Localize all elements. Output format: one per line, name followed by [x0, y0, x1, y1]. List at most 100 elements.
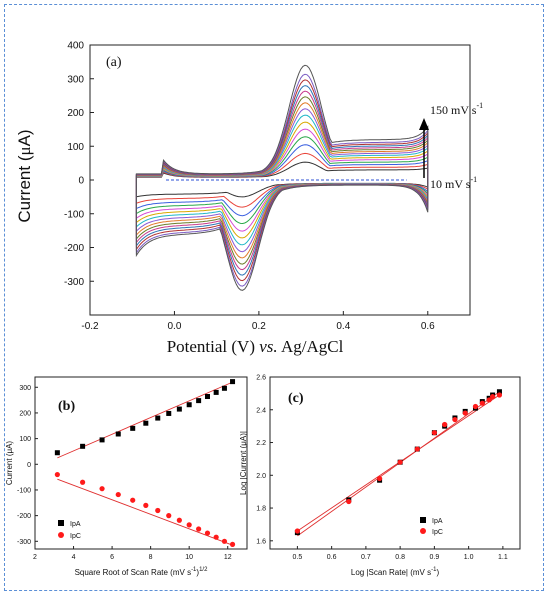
panel-c-xtick-label: 0.5 [293, 554, 303, 561]
panel-b-point-ipc [130, 497, 136, 503]
panel-a-ytick-label: 400 [67, 41, 84, 52]
panel-b-ytick-label: -100 [17, 487, 31, 494]
panel-a: (a) -0.2 0.0 0.2 0.4 0.6 400 300 200 100 0 -100 -20… [15, 41, 483, 357]
panel-a-xtick-label: 0.2 [252, 321, 266, 332]
panel-c-point-ipc [462, 410, 468, 416]
panel-b-point-ipc [166, 513, 172, 519]
panel-a-xtick-label: 0.4 [336, 321, 350, 332]
panel-b-fit-line [57, 381, 233, 459]
panel-b-point-ipc [229, 541, 236, 547]
panel-b-point-ipa [176, 406, 182, 412]
panel-c: (c) 0.5 0.6 0.7 0.8 0.9 1.0 1.1 2.6 2.4 2.2 2.0 1.8… [239, 375, 521, 577]
panel-b-point-ipa [155, 415, 161, 421]
panel-b-ylabel: Current (μA) [5, 441, 14, 486]
panel-c-point-ipc [376, 475, 383, 482]
panel-b-xtick-label: 10 [185, 554, 193, 561]
panel-a-label: (a) [106, 55, 122, 70]
legend-ipc-label-b: IpC [70, 533, 81, 540]
panel-b-plot [54, 379, 236, 547]
panel-a-xtick-label: -0.2 [81, 321, 99, 332]
panel-c-ytick-label: 1.8 [256, 506, 266, 513]
panel-c-ytick-label: 2.4 [256, 407, 266, 414]
panel-b-label: (b) [58, 399, 75, 414]
panel-c-legend: IpA IpC [420, 517, 443, 536]
panel-a-ytick-label: -300 [64, 277, 84, 288]
panel-b-point-ipc [99, 486, 105, 492]
panel-c-point-ipc [490, 394, 496, 400]
panel-c-point-ipc [472, 403, 479, 410]
legend-ipa-label-c: IpA [432, 518, 443, 525]
panel-b-xtick-label: 6 [110, 554, 114, 561]
panel-b-ytick-label: 0 [27, 462, 31, 469]
panel-b-point-ipc [155, 507, 161, 514]
panel-b-xtick-label: 12 [224, 554, 232, 561]
panel-a-curves [135, 64, 429, 291]
panel-b-xtick-label: 4 [72, 554, 76, 561]
panel-b-ytick-label: -200 [17, 513, 31, 520]
panel-c-xlabel: Log |Scan Rate| (mV s-1) [351, 567, 440, 577]
panel-a-ticks: -0.2 0.0 0.2 0.4 0.6 400 300 200 100 0 -100 -200 -30… [64, 41, 435, 333]
panel-b-fit-line [57, 478, 233, 546]
panel-a-ytick-label: 0 [78, 176, 84, 187]
panel-b-point-ipa [54, 450, 60, 456]
panel-b-ytick-label: 300 [19, 385, 31, 392]
panel-c-label: (c) [288, 391, 304, 406]
panel-c-ytick-label: 1.6 [256, 538, 266, 545]
panel-c-xtick-label: 0.7 [361, 554, 371, 561]
panel-b-point-ipc [213, 534, 219, 540]
panel-b-point-ipc [80, 479, 86, 485]
panel-b-point-ipc [115, 491, 121, 498]
panel-c-point-ipc [346, 498, 352, 505]
panel-a-ytick-label: 100 [67, 142, 84, 153]
panel-a-xlabel: Potential (V) vs. Ag/AgCl [167, 337, 344, 356]
scan-rate-arrow-head [419, 118, 429, 130]
panel-a-xtick-label: 0.6 [421, 321, 435, 332]
panel-b-point-ipa [143, 420, 149, 426]
panel-c-xtick-label: 1.0 [464, 554, 474, 561]
panel-b-point-ipa [213, 389, 219, 395]
panel-b-ytick-label: 200 [19, 410, 31, 417]
panel-c-point-ipc [452, 416, 458, 423]
panel-c-xtick-label: 0.9 [430, 554, 440, 561]
panel-b-ytick-label: 100 [19, 436, 31, 443]
panel-b-point-ipc [54, 471, 60, 478]
panel-c-ticks: 0.5 0.6 0.7 0.8 0.9 1.0 1.1 2.6 2.4 2.2 2.0 1.8 1.6 [256, 375, 508, 562]
panel-a-ytick-label: 200 [67, 108, 84, 119]
legend-ipc-label-c: IpC [432, 529, 443, 536]
legend-ipa-marker-c [420, 517, 426, 523]
legend-ipc-marker-b [58, 532, 64, 538]
legend-ipa-label-b: IpA [70, 521, 81, 528]
panel-b-point-ipc [221, 538, 228, 544]
panel-c-xtick-label: 0.6 [327, 554, 337, 561]
panel-b-point-ipa [99, 437, 105, 443]
panel-b-xlabel: Square Root of Scan Rate (mV s-1)1/2 [75, 567, 209, 577]
panel-c-point-ipc [479, 400, 485, 406]
panel-a-ytick-label: 300 [67, 74, 84, 85]
panel-c-point-ipc [414, 446, 420, 452]
panel-b-xtick-label: 8 [149, 554, 153, 561]
panel-c-ytick-label: 2.2 [256, 440, 266, 447]
panel-b-point-ipa [196, 398, 202, 404]
panel-b-point-ipc [186, 522, 192, 528]
panel-c-point-ipc [496, 392, 503, 398]
panel-c-ytick-label: 2.6 [256, 375, 266, 382]
panel-c-point-ipc [431, 430, 437, 436]
panel-c-ylabel: Log |Current (μA)| [239, 431, 248, 495]
panel-b-point-ipa [186, 402, 192, 408]
panel-c-ytick-label: 2.0 [256, 473, 266, 480]
legend-ipc-marker-c [420, 528, 426, 534]
panel-c-point-ipc [397, 459, 403, 465]
panel-b-point-ipc [196, 526, 202, 532]
panel-c-xtick-label: 0.8 [395, 554, 405, 561]
panel-a-ylabel: Current (μA) [15, 129, 34, 222]
annotation-10: 10 mV s-1 [430, 175, 477, 191]
panel-c-xtick-label: 1.1 [498, 554, 508, 561]
panel-b-point-ipa [230, 379, 236, 385]
panel-b-point-ipa [166, 410, 172, 416]
panel-a-ytick-label: -200 [64, 243, 84, 254]
panel-b-point-ipc [176, 517, 182, 523]
panel-c-point-ipc [442, 421, 448, 428]
panel-a-xtick-label: 0.0 [167, 321, 181, 332]
panel-b-xtick-label: 2 [33, 554, 37, 561]
